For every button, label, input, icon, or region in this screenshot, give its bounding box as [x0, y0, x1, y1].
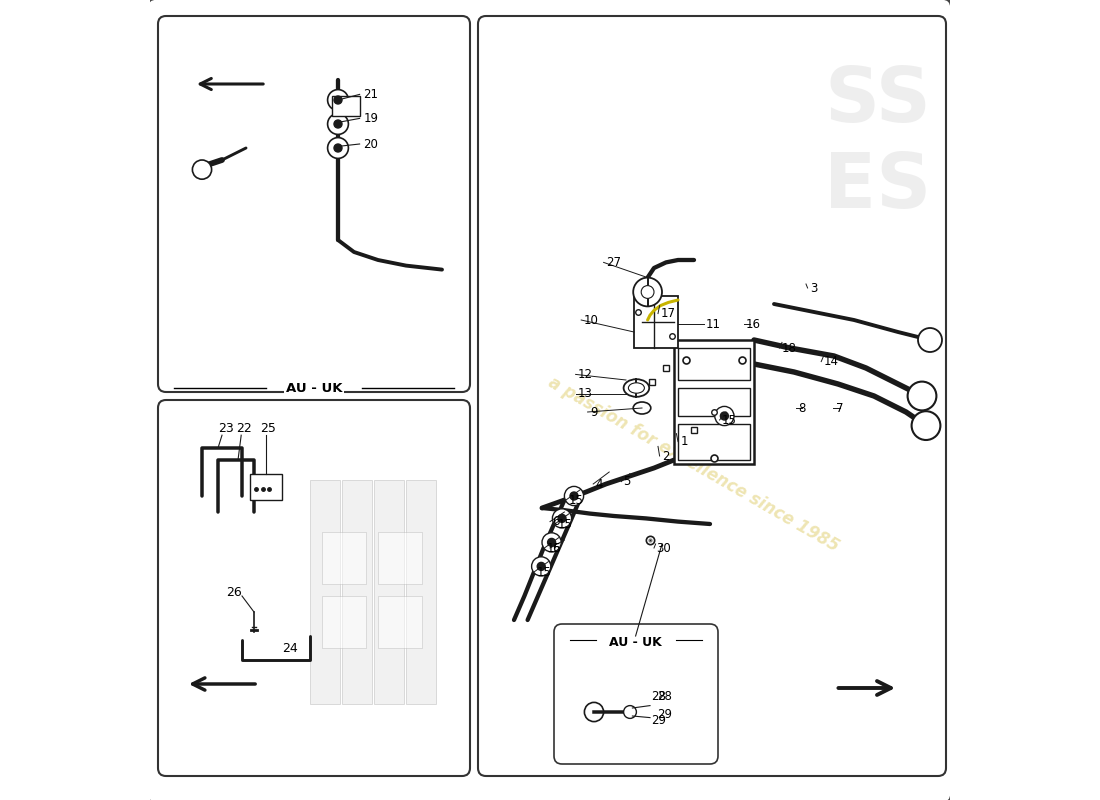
Ellipse shape	[628, 383, 645, 394]
Circle shape	[542, 533, 561, 552]
Circle shape	[334, 120, 342, 128]
FancyBboxPatch shape	[158, 16, 470, 392]
Text: 3: 3	[810, 282, 817, 294]
Text: 15: 15	[569, 494, 583, 506]
Text: 15: 15	[537, 566, 551, 578]
Text: 19: 19	[364, 112, 378, 125]
Text: 20: 20	[364, 138, 378, 150]
Bar	[250, 474, 282, 500]
Text: 1: 1	[681, 435, 688, 448]
Text: 11: 11	[706, 318, 721, 330]
Text: 27: 27	[606, 256, 621, 269]
Bar	[678, 424, 750, 460]
Text: 2: 2	[662, 450, 670, 462]
Circle shape	[584, 702, 604, 722]
Bar	[374, 480, 405, 704]
Text: 30: 30	[657, 542, 671, 554]
Bar	[322, 596, 366, 648]
Text: 15: 15	[558, 518, 572, 530]
Circle shape	[334, 96, 342, 104]
Ellipse shape	[634, 402, 651, 414]
Circle shape	[548, 538, 556, 546]
Text: 21: 21	[364, 88, 378, 101]
Circle shape	[328, 138, 349, 158]
Text: a passion for excellence since 1985: a passion for excellence since 1985	[546, 373, 843, 555]
Circle shape	[328, 114, 349, 134]
Bar	[678, 388, 750, 416]
Text: 15: 15	[722, 414, 737, 426]
Bar	[332, 96, 361, 116]
Circle shape	[552, 509, 572, 528]
Text: 13: 13	[578, 387, 593, 400]
Bar	[342, 480, 373, 704]
Bar	[378, 596, 422, 648]
Text: AU - UK: AU - UK	[286, 382, 342, 394]
Text: 5: 5	[624, 475, 631, 488]
Circle shape	[624, 706, 637, 718]
Bar	[310, 480, 340, 704]
Circle shape	[192, 160, 211, 179]
Bar	[378, 532, 422, 584]
FancyBboxPatch shape	[158, 400, 470, 776]
Text: 14: 14	[824, 355, 838, 368]
Text: 6: 6	[552, 515, 560, 528]
Circle shape	[918, 328, 942, 352]
Text: 25: 25	[261, 422, 276, 435]
FancyBboxPatch shape	[478, 16, 946, 776]
Circle shape	[715, 406, 734, 426]
Text: 23: 23	[218, 422, 234, 435]
Text: AU - UK: AU - UK	[609, 636, 662, 649]
Text: 17: 17	[660, 307, 675, 320]
FancyBboxPatch shape	[146, 0, 952, 800]
Text: 18: 18	[782, 342, 796, 354]
Text: 6: 6	[552, 542, 560, 554]
Circle shape	[531, 557, 551, 576]
Text: 22: 22	[236, 422, 252, 435]
Circle shape	[328, 90, 349, 110]
Text: 28: 28	[651, 690, 667, 702]
Text: SS
ES: SS ES	[824, 64, 932, 224]
Circle shape	[641, 286, 654, 298]
Circle shape	[564, 486, 584, 506]
Bar	[678, 348, 750, 380]
Text: 10: 10	[584, 314, 598, 326]
Circle shape	[537, 562, 546, 570]
Circle shape	[558, 514, 566, 522]
Circle shape	[634, 278, 662, 306]
Circle shape	[720, 412, 728, 420]
Text: 12: 12	[578, 368, 593, 381]
Text: 7: 7	[836, 402, 843, 414]
Text: 15: 15	[547, 542, 562, 554]
Text: 29: 29	[651, 714, 667, 726]
Circle shape	[334, 144, 342, 152]
Text: 4: 4	[595, 478, 603, 490]
Text: 8: 8	[798, 402, 805, 414]
Text: 29: 29	[657, 708, 672, 721]
Text: 24: 24	[282, 642, 298, 655]
Circle shape	[912, 411, 940, 440]
Text: 26: 26	[227, 586, 242, 599]
Circle shape	[570, 492, 578, 500]
Text: 9: 9	[590, 406, 597, 418]
Text: 16: 16	[746, 318, 761, 330]
FancyBboxPatch shape	[554, 624, 718, 764]
Bar	[322, 532, 366, 584]
Bar	[674, 340, 754, 464]
Circle shape	[908, 382, 936, 410]
Text: 28: 28	[657, 690, 672, 702]
Bar	[634, 296, 678, 348]
Bar	[406, 480, 437, 704]
Ellipse shape	[624, 379, 649, 397]
